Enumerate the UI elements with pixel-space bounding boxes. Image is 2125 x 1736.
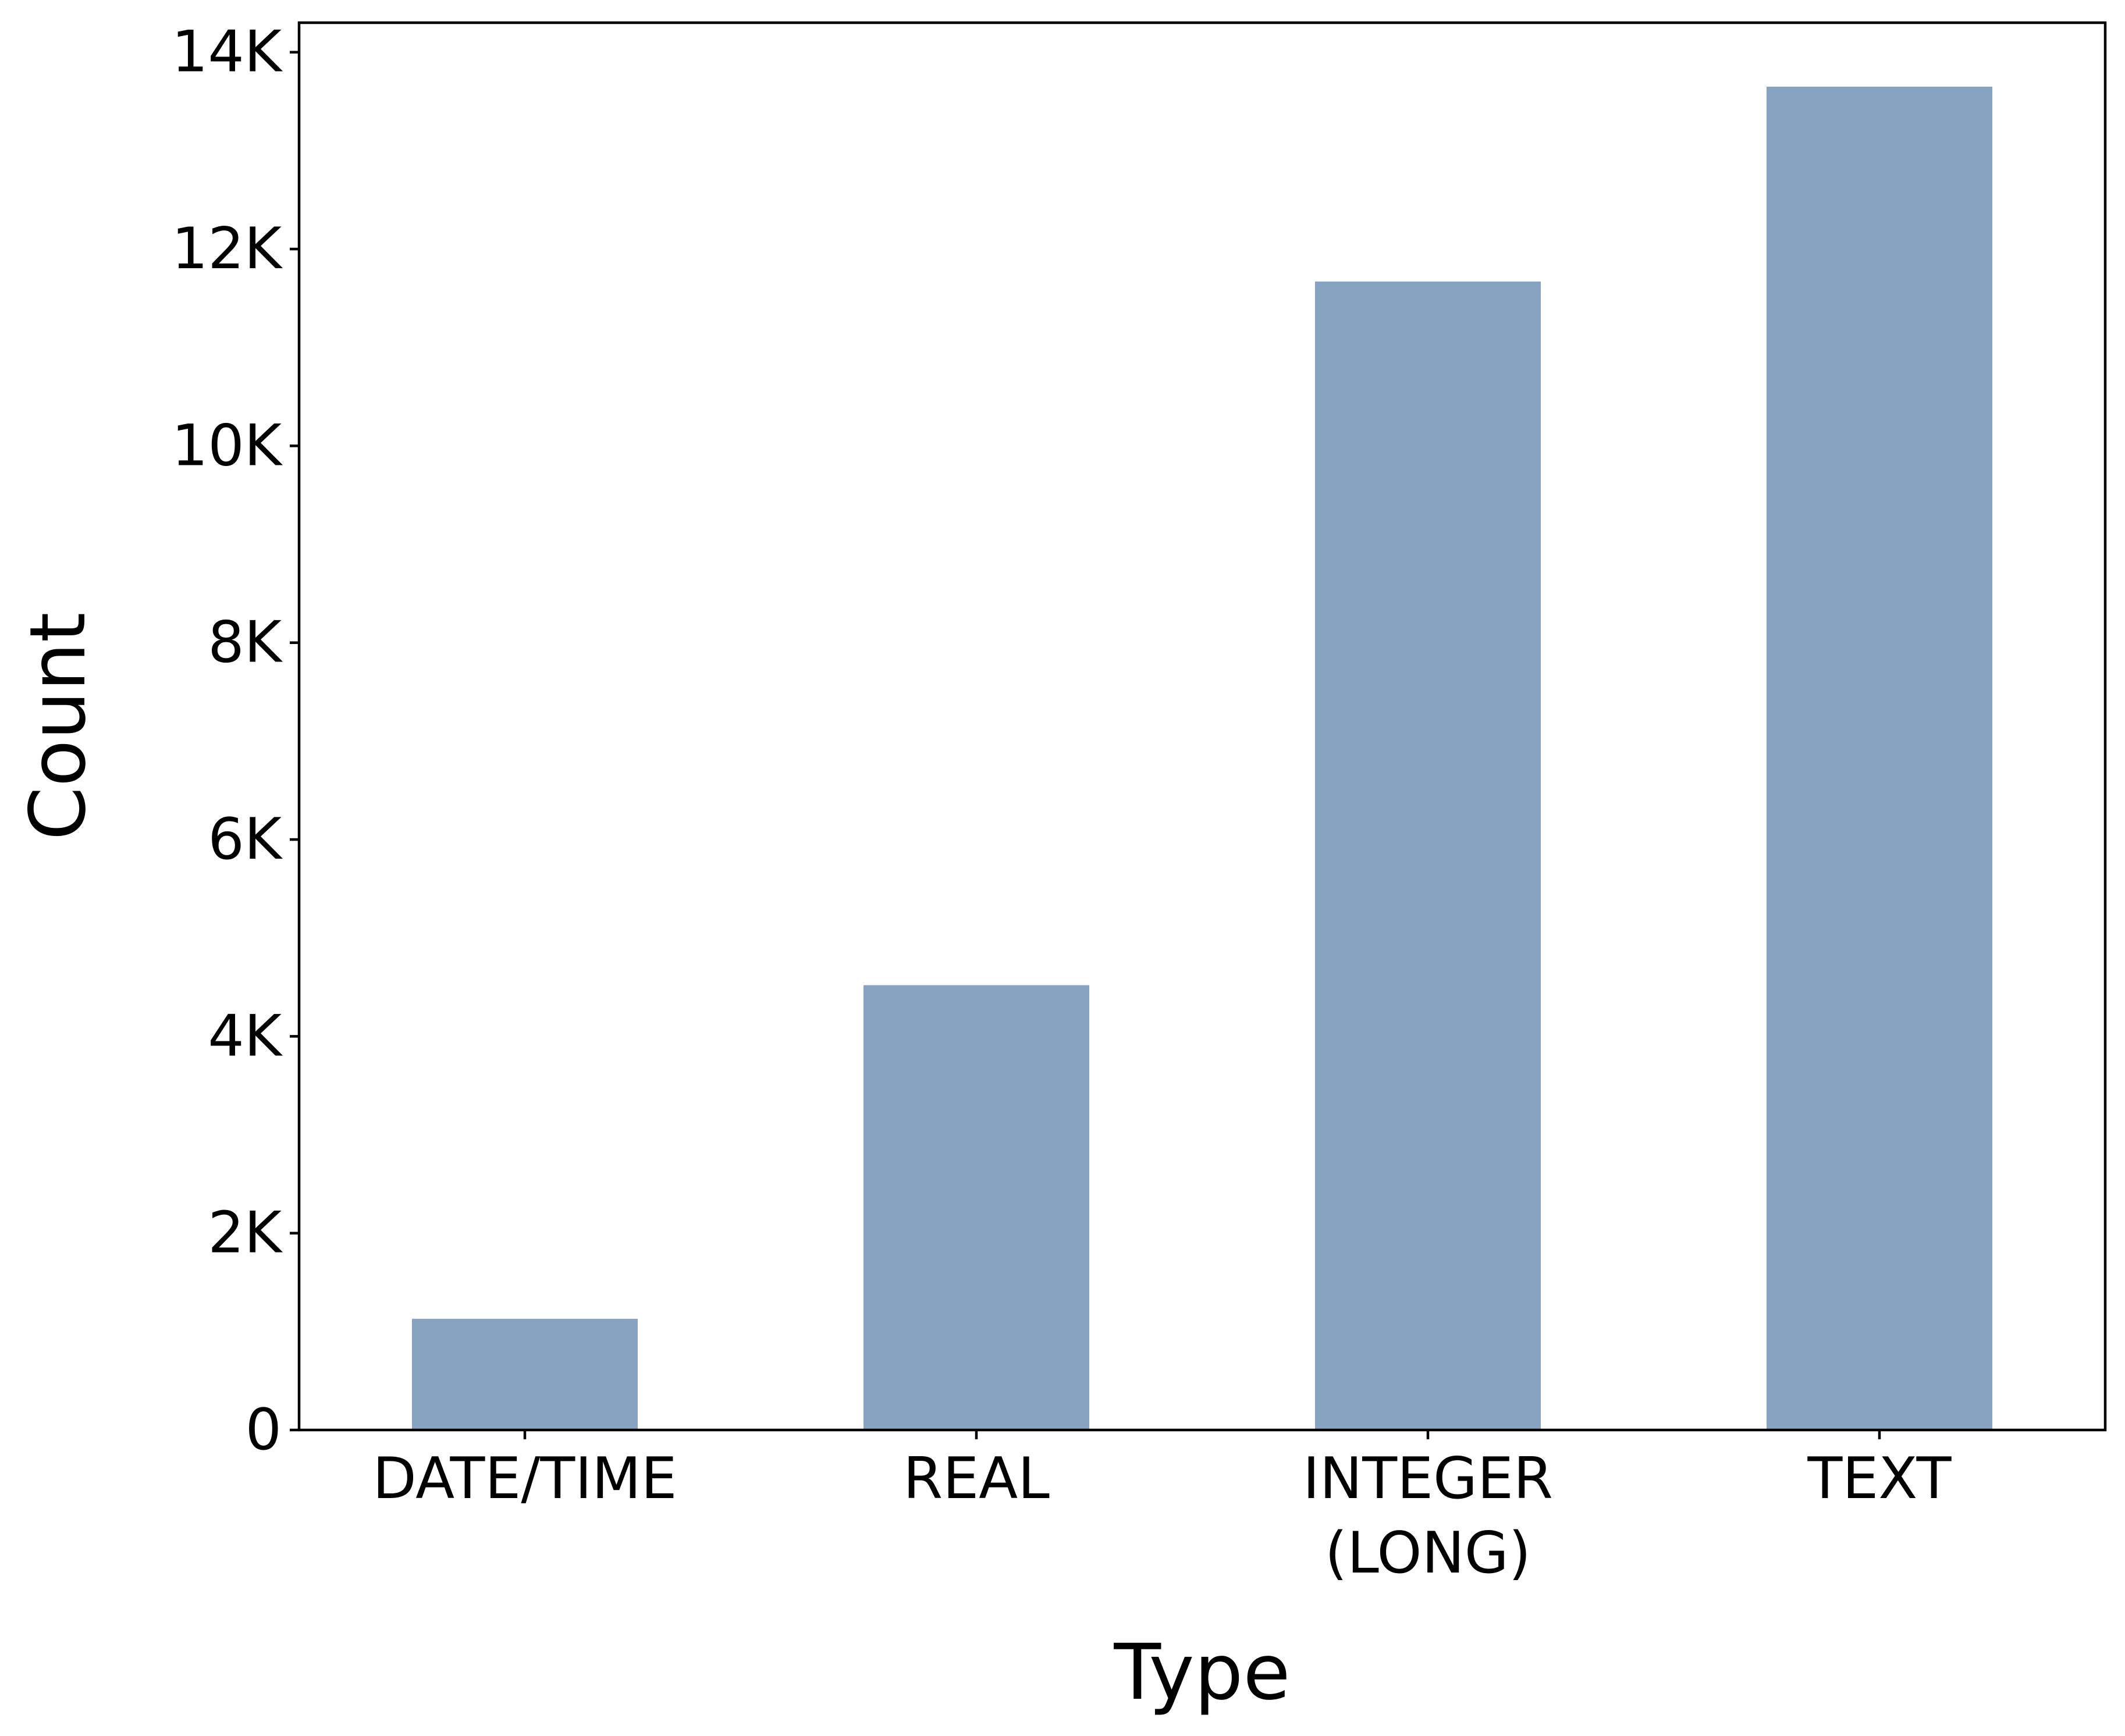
bar-3 <box>1767 86 1992 1430</box>
bars-layer <box>412 86 1992 1430</box>
x-tick-label: DATE/TIME <box>372 1446 677 1512</box>
y-tick-label: 8K <box>208 610 283 676</box>
bar-0 <box>412 1318 638 1430</box>
y-tick-label: 10K <box>172 412 283 479</box>
bar-1 <box>863 985 1089 1430</box>
bar-2 <box>1315 281 1541 1430</box>
x-tick-label: TEXT <box>1807 1446 1952 1512</box>
x-axis: DATE/TIME REAL INTEGER (LONG) TEXT <box>372 1430 1952 1586</box>
y-tick-label: 14K <box>172 19 283 86</box>
x-tick-label: REAL <box>903 1446 1050 1512</box>
plot-frame <box>297 21 2107 1432</box>
y-tick-label: 12K <box>172 216 283 282</box>
y-tick-label: 4K <box>208 1003 283 1069</box>
y-axis-title: Count <box>13 612 103 840</box>
y-tick-label: 6K <box>208 806 283 873</box>
x-tick-label: INTEGER (LONG) <box>1303 1446 1553 1586</box>
y-axis: 0 2K 4K 6K 8K 10K 12K 14K <box>172 19 299 1463</box>
y-tick-label: 0 <box>246 1397 282 1463</box>
x-axis-title: Type <box>1113 1628 1290 1717</box>
y-tick-label: 2K <box>208 1200 283 1267</box>
